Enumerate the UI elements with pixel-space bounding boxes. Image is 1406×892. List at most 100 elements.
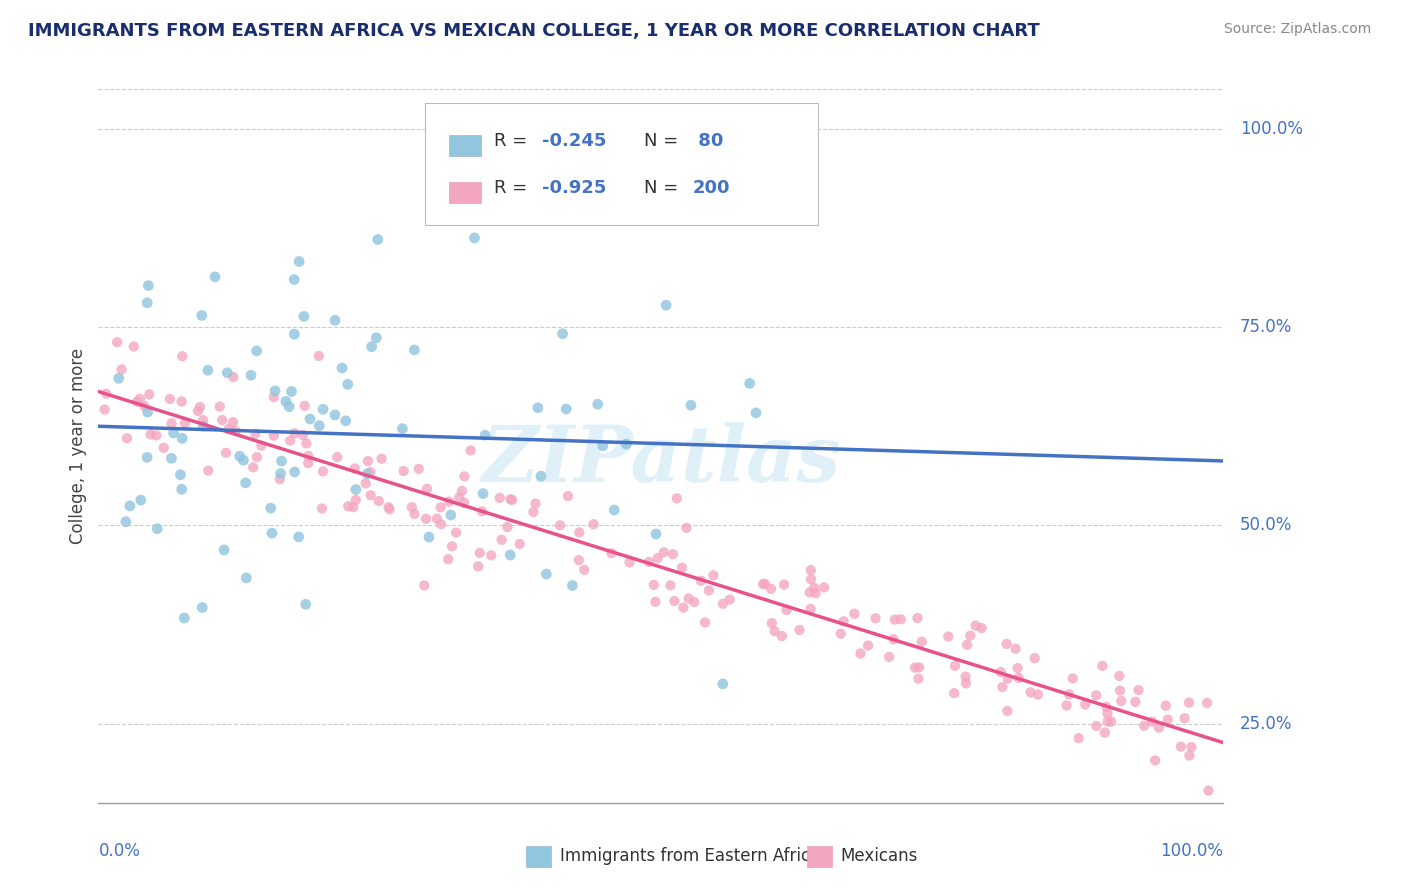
Point [907,672,929,686]
Point [367,232,389,246]
Point [246,450,269,464]
Point [335,414,357,428]
Point [754,576,776,591]
Point [426,511,449,525]
Point [1019,685,1042,699]
Point [460,443,482,458]
Point [263,428,285,442]
Point [138,387,160,401]
Point [522,505,544,519]
Point [548,518,571,533]
Point [449,491,471,505]
Point [965,618,987,632]
Point [212,542,235,557]
Point [360,340,382,354]
Text: 0.0%: 0.0% [98,842,141,860]
Point [745,406,768,420]
Point [509,537,531,551]
Point [1178,696,1201,710]
Point [1197,696,1219,710]
Point [619,555,641,569]
Point [527,401,550,415]
Point [956,638,979,652]
Point [146,522,169,536]
Point [294,399,316,413]
Point [959,629,981,643]
Point [752,577,775,591]
Point [208,400,231,414]
Point [1170,739,1192,754]
Point [437,552,460,566]
Point [308,418,330,433]
Point [690,574,713,588]
Point [652,545,675,559]
Point [671,560,693,574]
Point [172,431,194,445]
Point [763,624,786,639]
Point [240,368,263,383]
Point [468,546,491,560]
Point [890,612,912,626]
Point [134,399,156,413]
Point [1144,754,1167,768]
Point [882,632,904,647]
Point [250,439,273,453]
Point [1123,695,1146,709]
Point [1109,694,1132,708]
Point [1095,699,1118,714]
Point [344,493,367,508]
Point [800,563,823,577]
Point [270,467,292,481]
Text: 25.0%: 25.0% [1240,714,1292,732]
Point [152,441,174,455]
Point [586,397,609,411]
Text: ZIPatlas: ZIPatlas [481,422,841,499]
Point [1026,688,1049,702]
Point [1154,698,1177,713]
Point [773,577,796,591]
Point [287,530,309,544]
Point [491,533,513,547]
Point [1074,698,1097,712]
Point [245,343,267,358]
Point [759,582,782,596]
Point [799,602,821,616]
Point [990,665,1012,679]
Point [474,428,496,442]
Point [297,456,319,470]
Point [955,676,977,690]
Point [803,581,825,595]
Point [280,384,302,399]
Point [568,525,591,540]
Point [1128,683,1150,698]
Point [292,310,315,324]
Point [127,394,149,409]
Text: R =: R = [495,132,533,150]
Point [472,486,495,500]
Point [404,343,426,357]
Text: -0.925: -0.925 [541,178,606,196]
Point [391,422,413,436]
Point [557,489,579,503]
Point [170,394,193,409]
Point [501,492,523,507]
Text: 200: 200 [692,178,730,196]
Point [294,597,316,611]
Text: 50.0%: 50.0% [1240,516,1292,534]
Point [270,454,292,468]
Point [440,539,463,553]
Point [392,464,415,478]
Point [1147,721,1170,735]
Text: 100.0%: 100.0% [1240,120,1303,138]
Point [1180,740,1202,755]
Point [312,402,335,417]
FancyBboxPatch shape [807,846,832,867]
Point [170,482,193,496]
Point [574,563,596,577]
Point [107,371,129,385]
Point [877,650,900,665]
Point [693,615,716,630]
Point [229,450,252,464]
Point [800,572,823,586]
Point [488,491,510,505]
